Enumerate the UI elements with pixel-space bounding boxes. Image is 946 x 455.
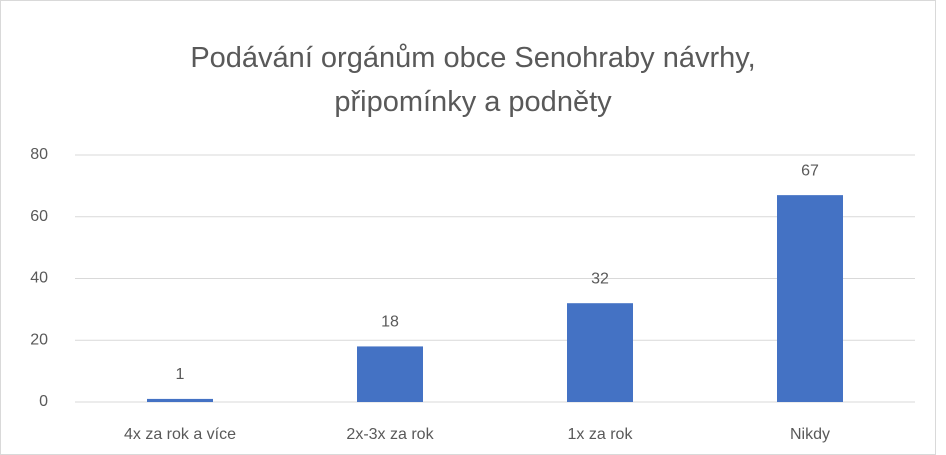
- x-tick-label: 2x-3x za rok: [346, 426, 434, 443]
- y-tick-label: 20: [30, 331, 48, 348]
- x-tick-label: 1x za rok: [568, 426, 634, 443]
- bar: [567, 303, 633, 402]
- chart-title: Podávání orgánům obce Senohraby návrhy, …: [190, 42, 756, 118]
- data-label: 1: [176, 366, 185, 383]
- bar: [777, 195, 843, 402]
- bar: [147, 398, 213, 402]
- y-tick-label: 60: [30, 208, 48, 225]
- y-tick-label: 40: [30, 270, 48, 287]
- y-tick-label: 0: [39, 393, 48, 410]
- bar: [357, 346, 423, 402]
- x-tick-label: 4x za rok a více: [124, 426, 236, 443]
- y-tick-label: 80: [30, 146, 48, 163]
- x-tick-label: Nikdy: [790, 426, 830, 443]
- data-label: 18: [381, 314, 399, 331]
- data-label: 67: [801, 162, 819, 179]
- data-label: 32: [591, 270, 609, 287]
